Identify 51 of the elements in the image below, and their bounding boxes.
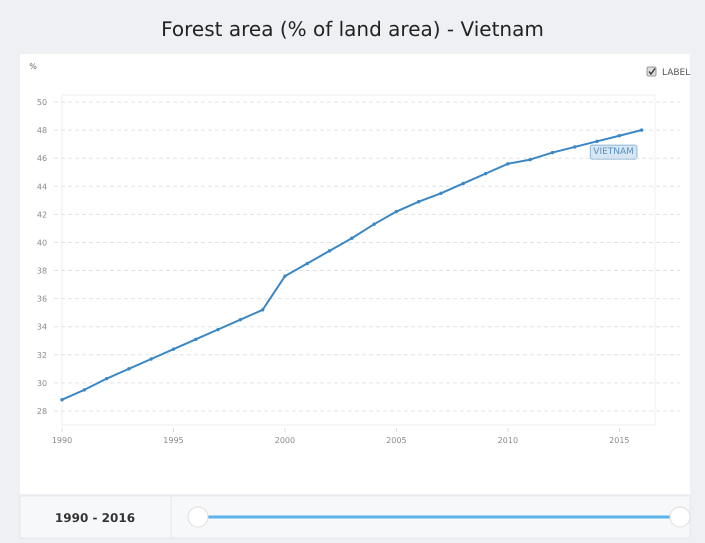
point bbox=[484, 172, 488, 176]
text: 1990 - 2016 bbox=[54, 511, 136, 525]
point bbox=[640, 128, 644, 132]
y-tick-label: 46 bbox=[36, 154, 48, 164]
point bbox=[216, 328, 220, 332]
chart-title: Forest area (% of land area) - Vietnam bbox=[161, 17, 544, 41]
text: LABEL bbox=[662, 68, 690, 78]
point bbox=[506, 162, 510, 166]
point bbox=[260, 308, 264, 312]
point bbox=[528, 158, 532, 162]
point bbox=[439, 192, 443, 195]
point bbox=[283, 274, 287, 278]
x-tick-label: 2000 bbox=[274, 436, 296, 445]
x-tick-label: 1990 bbox=[52, 436, 72, 445]
y-tick-label: 28 bbox=[36, 406, 48, 416]
point bbox=[172, 347, 176, 351]
y-tick-label: 38 bbox=[36, 266, 48, 276]
point bbox=[595, 140, 599, 144]
y-tick-label: 50 bbox=[36, 98, 48, 108]
point bbox=[149, 357, 153, 361]
point bbox=[60, 398, 64, 402]
y-tick-label: 32 bbox=[36, 350, 48, 360]
x-tick-label: 1995 bbox=[163, 436, 184, 445]
point bbox=[618, 134, 622, 138]
y-tick-label: 48 bbox=[36, 126, 48, 136]
point bbox=[127, 367, 131, 371]
y-axis-title: % bbox=[29, 62, 38, 71]
point bbox=[238, 318, 242, 322]
x-tick-label: 2015 bbox=[609, 436, 630, 445]
point bbox=[82, 388, 86, 392]
y-tick-label: 42 bbox=[36, 210, 48, 220]
point bbox=[417, 200, 420, 204]
point bbox=[394, 210, 398, 214]
y-tick-label: 36 bbox=[36, 294, 48, 304]
point bbox=[350, 236, 354, 240]
line-series bbox=[60, 128, 644, 402]
point bbox=[194, 338, 198, 342]
point bbox=[372, 222, 376, 226]
point bbox=[104, 376, 108, 380]
y-tick-label: 30 bbox=[36, 378, 48, 388]
y-tick-label: 44 bbox=[36, 182, 48, 192]
point bbox=[462, 182, 465, 186]
point bbox=[573, 145, 576, 149]
x-tick-label: 2005 bbox=[386, 436, 407, 445]
point bbox=[306, 262, 309, 266]
y-tick-label: 34 bbox=[36, 322, 48, 332]
series-label: VIETNAM bbox=[593, 147, 634, 158]
point bbox=[328, 249, 332, 253]
x-tick-label: 2010 bbox=[498, 436, 518, 445]
point bbox=[550, 150, 554, 154]
y-tick-label: 40 bbox=[36, 238, 48, 248]
